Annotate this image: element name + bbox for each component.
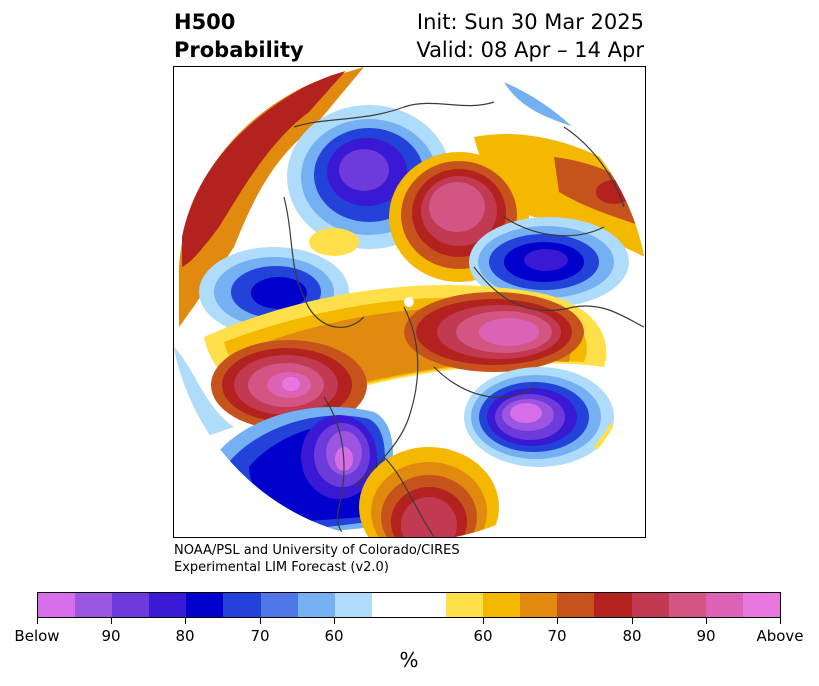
colorbar-segment xyxy=(446,593,484,617)
credit-text: NOAA/PSL and University of Colorado/CIRE… xyxy=(174,542,460,576)
polar-map xyxy=(173,66,646,538)
title-line-1: H500 xyxy=(174,10,236,34)
title-line-2: Probability xyxy=(174,38,304,62)
colorbar-tick-label: 90 xyxy=(696,627,716,645)
init-date: Init: Sun 30 Mar 2025 xyxy=(416,10,644,34)
colorbar-tick-label: 60 xyxy=(324,627,344,645)
colorbar-tick-label: Above xyxy=(756,627,804,645)
colorbar-segment xyxy=(742,593,780,617)
colorbar-segment xyxy=(557,593,595,617)
colorbar-tick-label: 80 xyxy=(175,627,195,645)
colorbar-segment xyxy=(297,593,335,617)
colorbar-tick-label: 60 xyxy=(473,627,493,645)
colorbar-tick xyxy=(37,618,38,624)
colorbar-segment xyxy=(334,593,372,617)
colorbar-tick xyxy=(185,618,186,624)
colorbar-tick xyxy=(483,618,484,624)
colorbar-tick-label: 70 xyxy=(250,627,270,645)
probability-map-svg xyxy=(174,67,645,537)
colorbar-unit: % xyxy=(399,648,419,672)
colorbar-segment xyxy=(705,593,743,617)
colorbar-tick-label: 80 xyxy=(622,627,642,645)
colorbar-segment xyxy=(594,593,632,617)
colorbar-tick xyxy=(706,618,707,624)
colorbar-segment xyxy=(371,593,447,617)
colorbar-segment xyxy=(668,593,706,617)
colorbar-tick xyxy=(632,618,633,624)
colorbar-tick-label: Below xyxy=(14,627,60,645)
colorbar-tick-label: 90 xyxy=(101,627,121,645)
colorbar-segment xyxy=(112,593,150,617)
colorbar-segment xyxy=(483,593,521,617)
colorbar-tick-label: 70 xyxy=(547,627,567,645)
colorbar-segment xyxy=(149,593,187,617)
colorbar-tick xyxy=(557,618,558,624)
colorbar-segment xyxy=(631,593,669,617)
colorbar-segment xyxy=(75,593,113,617)
colorbar-segment xyxy=(223,593,261,617)
colorbar-tick xyxy=(780,618,781,624)
colorbar-tick xyxy=(260,618,261,624)
forecast-dates: Init: Sun 30 Mar 2025 Valid: 08 Apr – 14… xyxy=(416,8,644,64)
colorbar-tick xyxy=(334,618,335,624)
credit-line-1: NOAA/PSL and University of Colorado/CIRE… xyxy=(174,543,460,558)
colorbar xyxy=(37,592,781,618)
colorbar-segment xyxy=(38,593,76,617)
probability-field xyxy=(174,67,645,537)
colorbar-segment xyxy=(186,593,224,617)
colorbar-tick xyxy=(111,618,112,624)
chart-title: H500 Probability xyxy=(174,8,304,64)
colorbar-segment xyxy=(520,593,558,617)
colorbar-segment xyxy=(260,593,298,617)
credit-line-2: Experimental LIM Forecast (v2.0) xyxy=(174,560,389,575)
coastlines xyxy=(283,101,645,537)
valid-date: Valid: 08 Apr – 14 Apr xyxy=(416,38,644,62)
